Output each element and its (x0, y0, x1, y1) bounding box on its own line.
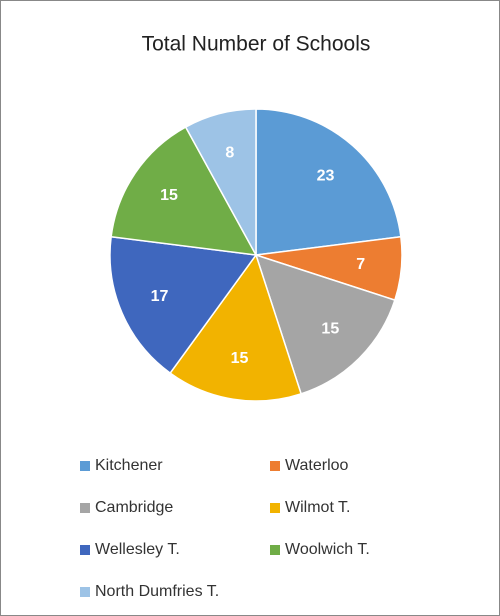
legend-swatch (80, 545, 90, 555)
pie-slice (254, 253, 396, 395)
data-label: 23 (317, 167, 335, 184)
data-label: 15 (321, 321, 339, 338)
pie-slice (184, 108, 257, 256)
pie-slice (169, 253, 303, 402)
legend-swatch (270, 461, 280, 471)
pie-slice (255, 108, 402, 256)
legend-label: Wellesley T. (95, 541, 180, 558)
chart-title: Total Number of Schools (142, 33, 371, 56)
legend-swatch (80, 503, 90, 513)
legend-swatch (270, 503, 280, 513)
data-label: 15 (160, 187, 178, 204)
data-label: 8 (225, 144, 234, 161)
data-label: 7 (356, 256, 365, 273)
legend-label: Woolwich T. (285, 541, 370, 558)
legend-label: Wilmot T. (285, 499, 350, 516)
pie-slice (110, 126, 258, 256)
data-label: 17 (151, 288, 169, 305)
legend-label: Cambridge (95, 499, 173, 516)
legend-label: Kitchener (95, 457, 163, 474)
legend-label: Waterloo (285, 457, 349, 474)
legend-swatch (80, 587, 90, 597)
data-label: 15 (231, 350, 249, 367)
legend-label: North Dumfries T. (95, 583, 219, 600)
legend-swatch (80, 461, 90, 471)
legend-swatch (270, 545, 280, 555)
pie-slice (109, 235, 258, 375)
